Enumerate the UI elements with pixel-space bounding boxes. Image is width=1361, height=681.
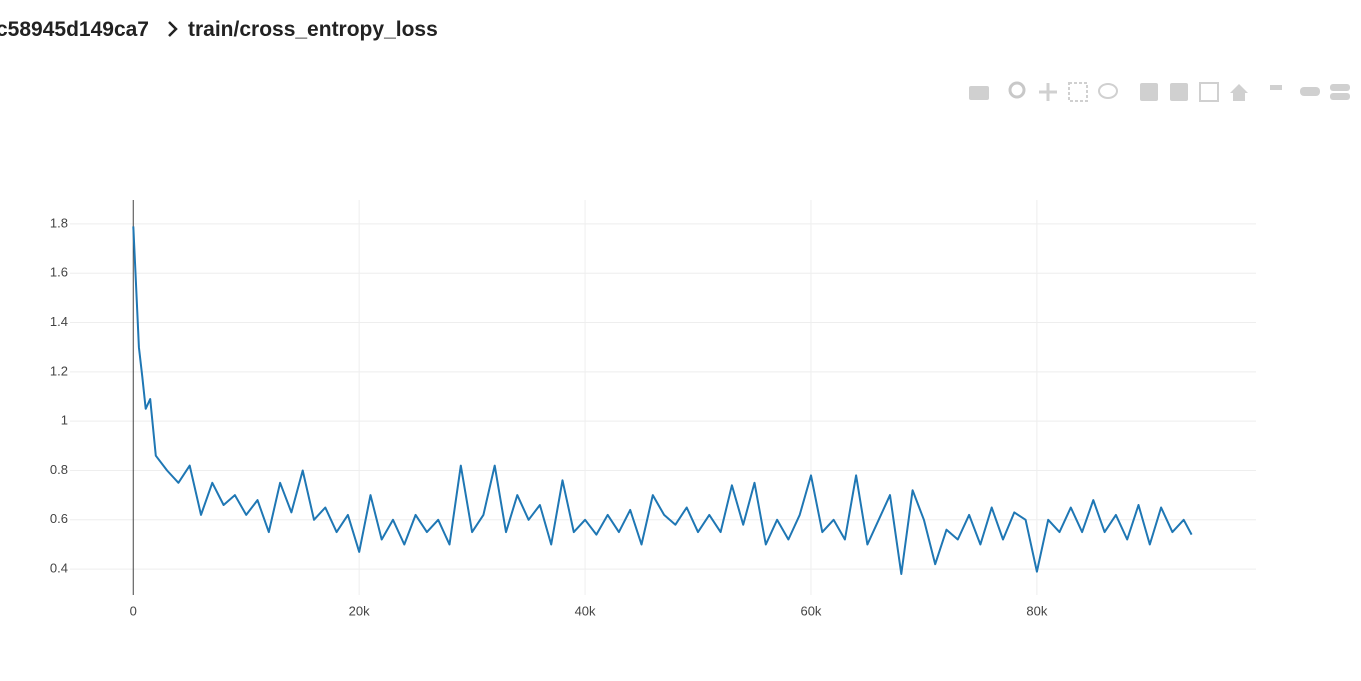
x-tick-label: 60k [800, 603, 821, 618]
zoom-out-icon[interactable] [1170, 83, 1188, 101]
select-icon[interactable] [1068, 82, 1088, 102]
y-tick-label: 1.4 [50, 314, 68, 329]
x-tick-label: 80k [1026, 603, 1047, 618]
spike-icon[interactable] [1270, 85, 1282, 90]
hover-compare-icon[interactable] [1330, 84, 1350, 91]
home-icon[interactable] [1230, 84, 1248, 101]
chevron [168, 21, 178, 37]
autoscale-icon[interactable] [1199, 82, 1219, 102]
y-tick-label: 0.6 [50, 511, 68, 526]
pan-icon[interactable] [1039, 83, 1057, 101]
zoom-icon[interactable] [1008, 81, 1026, 99]
camera-icon[interactable] [969, 86, 989, 100]
hover-closest-icon[interactable] [1300, 87, 1320, 96]
toolbar [969, 81, 1350, 102]
tag-name: train/cross_entropy_loss [188, 18, 438, 41]
y-tick-label: 0.4 [50, 561, 68, 576]
x-tick-label: 0 [130, 603, 137, 618]
y-tick-label: 1.6 [50, 265, 68, 280]
zoom-in-icon[interactable] [1140, 83, 1158, 101]
x-tick-label: 20k [349, 603, 370, 618]
header: c58945d149ca7 train/cross_entropy_loss [0, 18, 1350, 102]
y-tick-label: 1.2 [50, 363, 68, 378]
y-tick-label: 1 [61, 413, 68, 428]
y-tick-label: 1.8 [50, 215, 68, 230]
run-name[interactable]: c58945d149ca7 [0, 18, 149, 41]
line [132, 226, 1193, 575]
y-tick-label: 0.8 [50, 462, 68, 477]
x-tick-label: 40k [575, 603, 596, 618]
lasso-icon[interactable] [1098, 83, 1118, 99]
hover-compare-icon[interactable] [1330, 93, 1350, 100]
